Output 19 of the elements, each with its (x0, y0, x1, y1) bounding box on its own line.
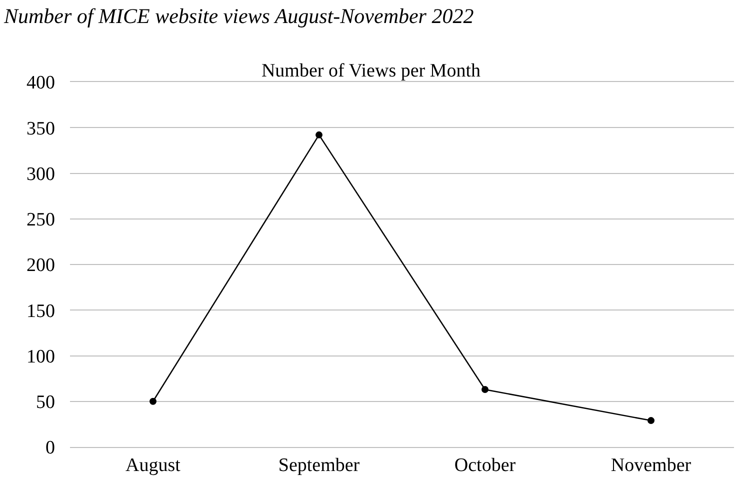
y-tick-label: 400 (26, 72, 55, 94)
chart-title: Number of MICE website views August-November 2022 (4, 4, 474, 29)
y-tick-label: 300 (26, 164, 55, 185)
y-tick-label: 250 (26, 210, 55, 231)
x-tick-label: November (610, 454, 692, 476)
point (648, 417, 654, 424)
x-tick-label: September (278, 454, 360, 476)
point (482, 386, 488, 394)
y-tick-label: 50 (36, 392, 55, 414)
chart-subtitle: Number of Views per Month (261, 60, 482, 82)
point (150, 398, 156, 405)
y-tick-label: 150 (26, 300, 55, 322)
point (316, 131, 322, 138)
y-tick-label: 350 (26, 118, 55, 140)
x-tick-label: October (454, 454, 516, 476)
y-tick-label: 0 (46, 438, 55, 459)
y-tick-label: 100 (26, 346, 55, 368)
y-tick-label: 200 (26, 255, 55, 276)
x-tick-label: August (126, 454, 182, 476)
